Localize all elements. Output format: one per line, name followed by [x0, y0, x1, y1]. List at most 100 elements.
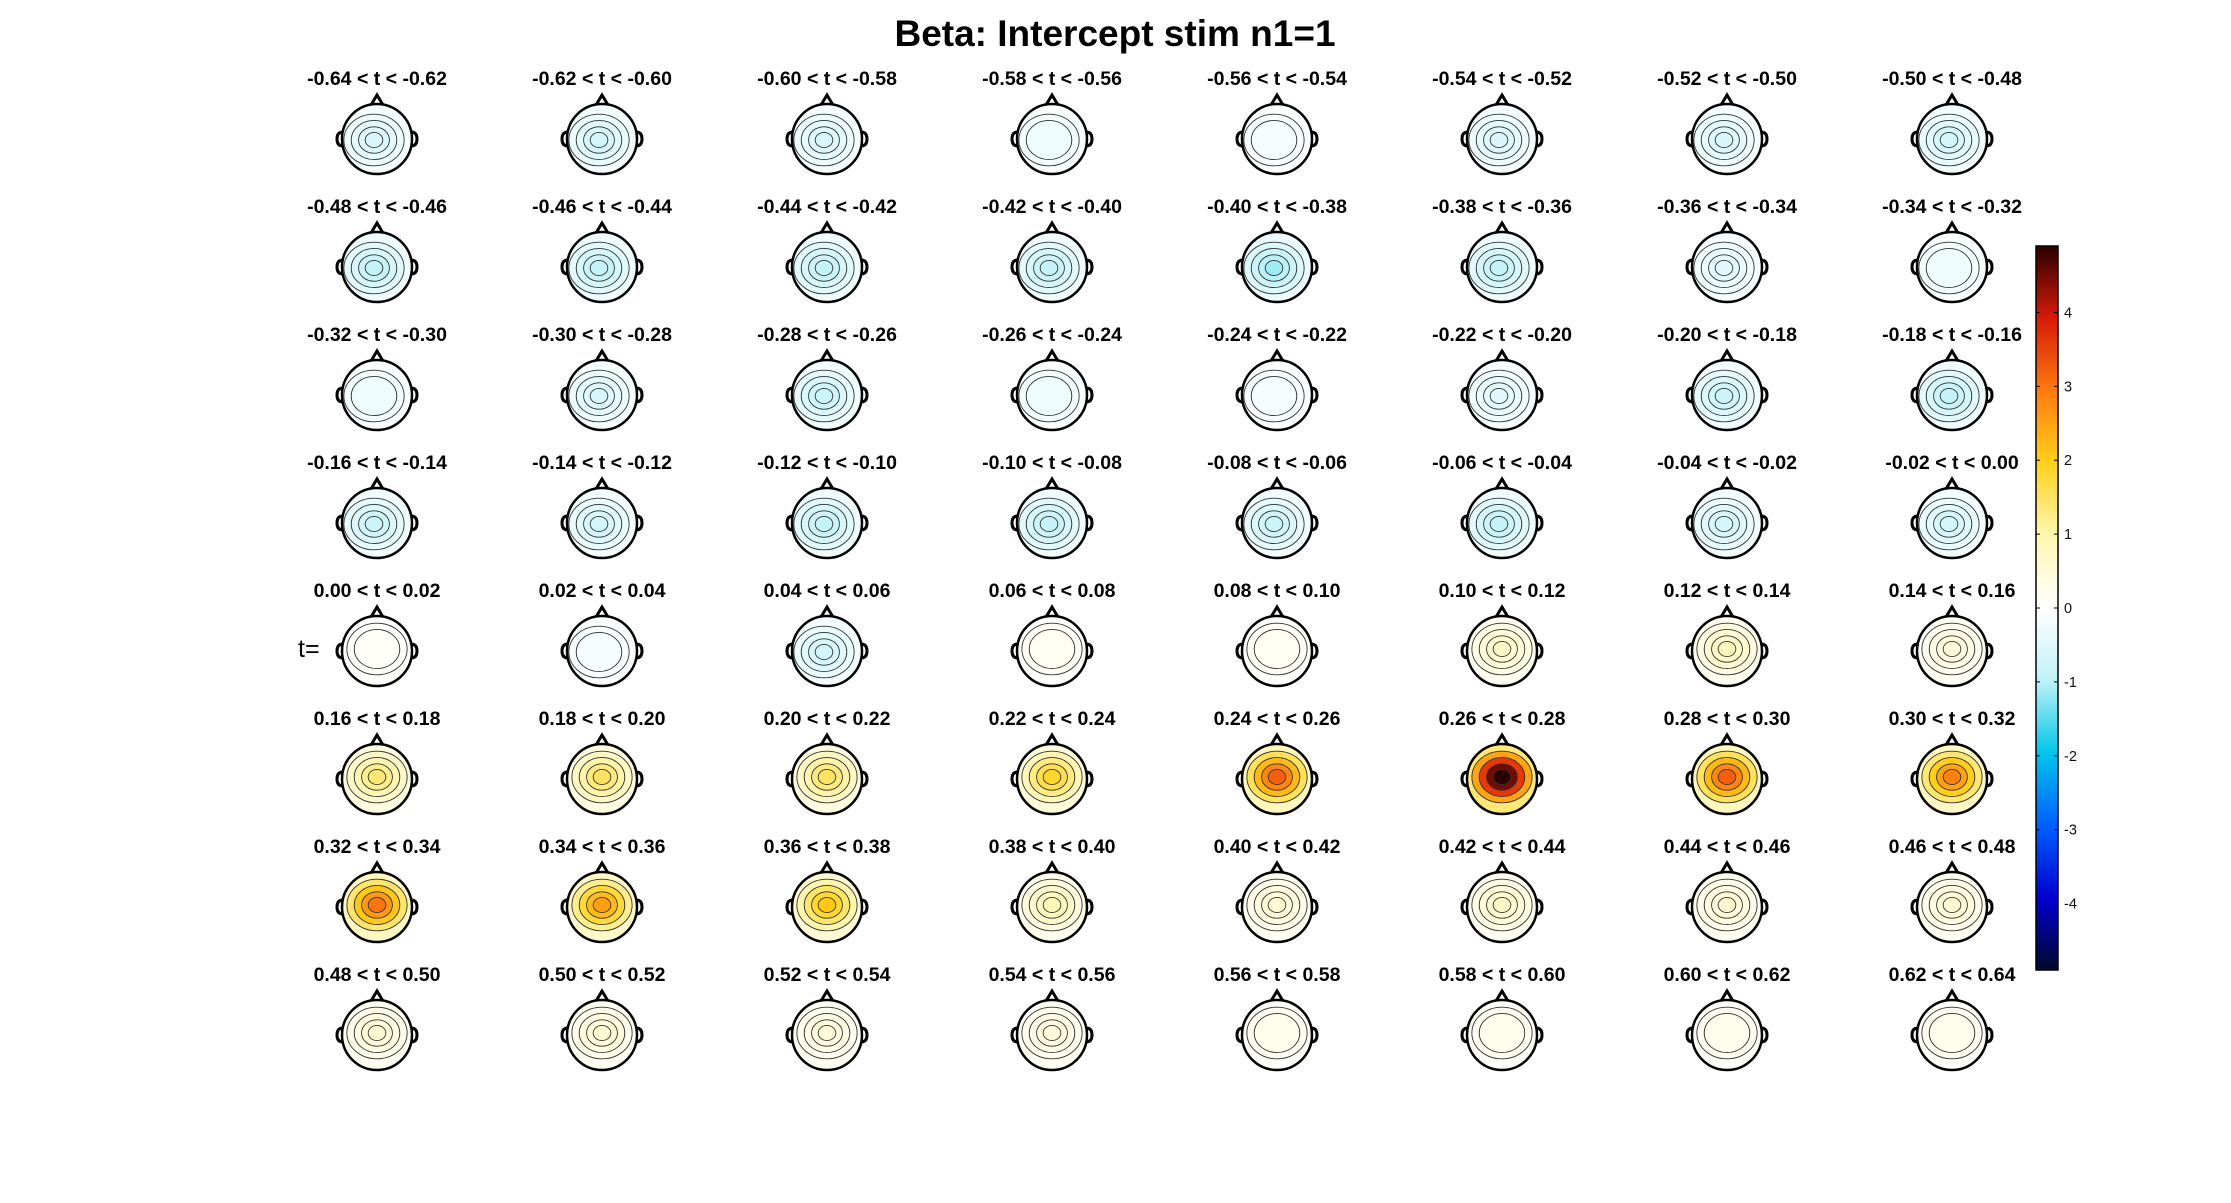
- ear-left: [1235, 898, 1244, 916]
- head-outline: [1690, 230, 1764, 304]
- contour-level: [1703, 1013, 1751, 1053]
- panel-time-label: -0.46 < t < -0.44: [532, 196, 672, 218]
- ear-right: [1760, 770, 1769, 788]
- ear-right: [1085, 1026, 1094, 1044]
- ear-left: [1235, 386, 1244, 404]
- nose: [1494, 988, 1510, 1002]
- panel-time-label: -0.36 < t < -0.34: [1657, 196, 1797, 218]
- ear-left: [785, 642, 794, 660]
- panel-time-label: -0.64 < t < -0.62: [307, 68, 447, 90]
- panel-time-label: -0.48 < t < -0.46: [307, 196, 447, 218]
- ear-right: [1985, 642, 1994, 660]
- head-outline: [1240, 998, 1314, 1072]
- topoplot-panel: 0.08 < t < 0.10: [1214, 580, 1341, 688]
- panel-time-label: -0.20 < t < -0.18: [1657, 324, 1797, 346]
- head-outline: [1015, 102, 1089, 176]
- ear-right: [1085, 258, 1094, 276]
- ear-left: [560, 642, 569, 660]
- panel-time-label: 0.44 < t < 0.46: [1664, 836, 1791, 858]
- contour-level: [1253, 1013, 1301, 1053]
- contour-level: [364, 131, 384, 149]
- head-outline: [1690, 998, 1764, 1072]
- ear-left: [1685, 642, 1694, 660]
- ear-right: [860, 514, 869, 532]
- head-outline: [1240, 486, 1314, 560]
- nose: [1944, 220, 1960, 234]
- nose: [1044, 732, 1060, 746]
- head-outline: [1915, 998, 1989, 1072]
- ear-right: [1085, 514, 1094, 532]
- contour-level: [589, 387, 609, 405]
- topoplot-panel: 0.34 < t < 0.36: [539, 836, 666, 944]
- panel-time-label: 0.20 < t < 0.22: [764, 708, 891, 730]
- ear-right: [410, 770, 419, 788]
- topoplot-panel: 0.50 < t < 0.52: [539, 964, 666, 1072]
- nose: [819, 732, 835, 746]
- ear-left: [335, 1026, 344, 1044]
- topoplot-panel: -0.16 < t < -0.14: [307, 452, 447, 560]
- panel-time-label: 0.06 < t < 0.08: [989, 580, 1116, 602]
- ear-right: [860, 258, 869, 276]
- ear-right: [635, 1026, 644, 1044]
- ear-right: [1535, 642, 1544, 660]
- ear-right: [410, 386, 419, 404]
- contour-level: [1042, 896, 1062, 914]
- topoplot-panel: 0.00 < t < 0.02: [314, 580, 441, 688]
- contour-level: [1939, 515, 1959, 533]
- contour-level: [1028, 629, 1076, 669]
- contour-level: [817, 896, 837, 914]
- contour-level: [1025, 376, 1073, 416]
- ear-left: [1910, 130, 1919, 148]
- topoplot-panel: -0.22 < t < -0.20: [1432, 324, 1572, 432]
- contour-level: [1717, 768, 1737, 786]
- nose: [369, 92, 385, 106]
- head-outline: [1015, 358, 1089, 432]
- ear-left: [335, 386, 344, 404]
- nose: [369, 476, 385, 490]
- topoplot-panel: -0.18 < t < -0.16: [1882, 324, 2022, 432]
- nose: [1944, 860, 1960, 874]
- panel-time-label: -0.38 < t < -0.36: [1432, 196, 1572, 218]
- contour-level: [1042, 768, 1062, 786]
- head-outline: [565, 742, 639, 816]
- head-outline: [1465, 230, 1539, 304]
- panel-time-label: 0.02 < t < 0.04: [539, 580, 666, 602]
- ear-left: [335, 258, 344, 276]
- nose: [1269, 732, 1285, 746]
- panel-time-label: 0.38 < t < 0.40: [989, 836, 1116, 858]
- contour-level: [1942, 768, 1962, 786]
- ear-left: [1235, 642, 1244, 660]
- ear-right: [1760, 258, 1769, 276]
- panel-time-label: -0.60 < t < -0.58: [757, 68, 897, 90]
- topoplot-panel: 0.24 < t < 0.26: [1214, 708, 1341, 816]
- ear-right: [635, 642, 644, 660]
- contour-level: [814, 259, 834, 277]
- head-outline: [565, 230, 639, 304]
- topoplot-panel: 0.56 < t < 0.58: [1214, 964, 1341, 1072]
- ear-right: [1535, 258, 1544, 276]
- head-outline: [1465, 870, 1539, 944]
- contour-level: [814, 643, 834, 661]
- head-outline: [1915, 870, 1989, 944]
- panel-time-label: -0.62 < t < -0.60: [532, 68, 672, 90]
- contour-level: [1492, 640, 1512, 658]
- ear-right: [860, 386, 869, 404]
- panel-time-label: -0.02 < t < 0.00: [1885, 452, 2018, 474]
- ear-right: [1310, 898, 1319, 916]
- ear-left: [1685, 1026, 1694, 1044]
- ear-right: [1985, 514, 1994, 532]
- panel-time-label: -0.12 < t < -0.10: [757, 452, 897, 474]
- ear-left: [785, 1026, 794, 1044]
- panel-time-label: 0.58 < t < 0.60: [1439, 964, 1566, 986]
- topoplot-panel: -0.04 < t < -0.02: [1657, 452, 1797, 560]
- head-outline: [340, 230, 414, 304]
- ear-left: [560, 130, 569, 148]
- panel-time-label: -0.22 < t < -0.20: [1432, 324, 1572, 346]
- head-outline: [1015, 230, 1089, 304]
- topoplot-panel: 0.58 < t < 0.60: [1439, 964, 1566, 1072]
- topoplot-panel: 0.44 < t < 0.46: [1664, 836, 1791, 944]
- ear-left: [1235, 1026, 1244, 1044]
- ear-right: [1535, 514, 1544, 532]
- ear-left: [1910, 642, 1919, 660]
- nose: [1719, 92, 1735, 106]
